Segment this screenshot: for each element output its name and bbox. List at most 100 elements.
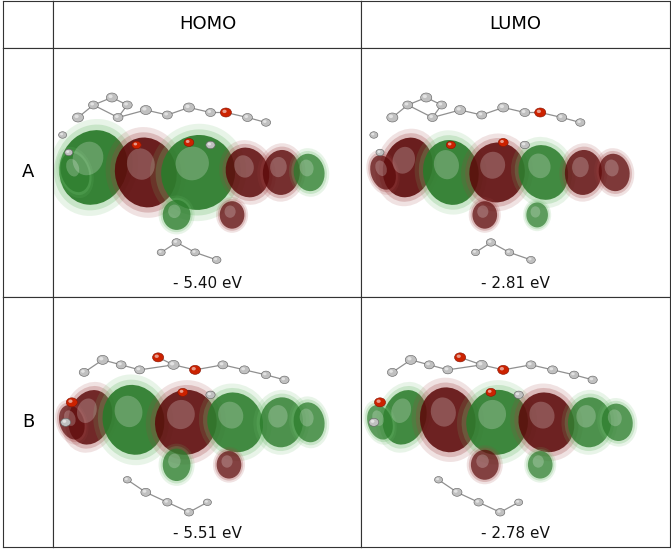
Ellipse shape	[431, 398, 456, 427]
Circle shape	[499, 139, 509, 147]
Circle shape	[205, 500, 208, 503]
Circle shape	[168, 361, 180, 370]
Circle shape	[522, 110, 525, 113]
Circle shape	[185, 139, 195, 147]
Circle shape	[213, 257, 221, 264]
Ellipse shape	[270, 157, 287, 177]
Circle shape	[520, 108, 529, 117]
Ellipse shape	[461, 134, 533, 211]
Ellipse shape	[568, 397, 611, 447]
Circle shape	[191, 249, 200, 256]
Ellipse shape	[526, 202, 548, 227]
Circle shape	[369, 419, 378, 426]
Circle shape	[115, 115, 119, 118]
Ellipse shape	[127, 148, 155, 180]
Circle shape	[476, 360, 487, 370]
Ellipse shape	[465, 138, 529, 207]
Ellipse shape	[62, 382, 119, 453]
Circle shape	[423, 95, 427, 98]
Text: - 2.78 eV: - 2.78 eV	[481, 526, 550, 541]
Circle shape	[191, 249, 199, 256]
Ellipse shape	[466, 390, 528, 455]
Circle shape	[435, 477, 443, 483]
Circle shape	[79, 368, 89, 376]
Ellipse shape	[511, 137, 576, 208]
Ellipse shape	[519, 393, 574, 452]
Ellipse shape	[93, 375, 174, 465]
Circle shape	[140, 106, 152, 114]
Circle shape	[206, 109, 216, 117]
Circle shape	[426, 362, 430, 365]
Circle shape	[499, 366, 509, 375]
Ellipse shape	[478, 400, 506, 429]
Ellipse shape	[519, 145, 568, 200]
Ellipse shape	[363, 400, 397, 445]
Circle shape	[125, 478, 127, 480]
Ellipse shape	[260, 397, 303, 447]
Circle shape	[376, 150, 384, 156]
Circle shape	[499, 103, 509, 112]
Circle shape	[452, 488, 462, 496]
Circle shape	[163, 112, 172, 119]
Circle shape	[263, 372, 266, 375]
Circle shape	[437, 101, 447, 109]
Circle shape	[261, 119, 270, 126]
Circle shape	[427, 113, 437, 122]
Circle shape	[370, 132, 378, 139]
Circle shape	[58, 132, 66, 138]
Ellipse shape	[216, 197, 248, 233]
Circle shape	[73, 113, 84, 123]
Ellipse shape	[234, 155, 254, 178]
Circle shape	[80, 368, 89, 377]
Circle shape	[388, 368, 398, 377]
Circle shape	[60, 133, 63, 135]
Circle shape	[486, 239, 496, 246]
Circle shape	[206, 141, 215, 149]
Circle shape	[403, 101, 413, 109]
Circle shape	[448, 142, 452, 145]
Circle shape	[522, 142, 525, 145]
Ellipse shape	[415, 130, 487, 214]
Circle shape	[477, 111, 486, 119]
Ellipse shape	[161, 135, 235, 210]
Circle shape	[60, 419, 70, 426]
Ellipse shape	[376, 382, 433, 453]
Circle shape	[456, 355, 461, 358]
Circle shape	[218, 361, 227, 369]
Circle shape	[444, 366, 453, 374]
Circle shape	[172, 239, 181, 246]
Text: A: A	[22, 163, 34, 182]
Circle shape	[207, 393, 211, 395]
Circle shape	[376, 149, 384, 156]
Circle shape	[261, 371, 270, 378]
Circle shape	[559, 115, 562, 118]
Circle shape	[576, 119, 585, 126]
Circle shape	[164, 500, 168, 503]
Circle shape	[183, 103, 195, 112]
Circle shape	[521, 109, 530, 117]
Circle shape	[452, 489, 462, 497]
Circle shape	[61, 419, 71, 427]
Ellipse shape	[291, 151, 327, 194]
Ellipse shape	[375, 161, 387, 176]
Circle shape	[588, 376, 598, 384]
Circle shape	[445, 367, 448, 370]
Circle shape	[91, 102, 94, 106]
Ellipse shape	[218, 402, 244, 428]
Ellipse shape	[477, 206, 488, 218]
Ellipse shape	[103, 385, 164, 455]
Ellipse shape	[597, 151, 632, 194]
Ellipse shape	[65, 386, 115, 449]
Ellipse shape	[268, 405, 288, 427]
Circle shape	[59, 132, 67, 139]
Circle shape	[486, 389, 497, 397]
Circle shape	[113, 113, 123, 122]
Circle shape	[478, 362, 482, 365]
Ellipse shape	[146, 380, 226, 465]
Circle shape	[117, 361, 127, 369]
Ellipse shape	[158, 444, 195, 486]
Circle shape	[499, 139, 508, 146]
Ellipse shape	[291, 399, 327, 446]
Circle shape	[439, 102, 442, 106]
Ellipse shape	[365, 403, 395, 442]
